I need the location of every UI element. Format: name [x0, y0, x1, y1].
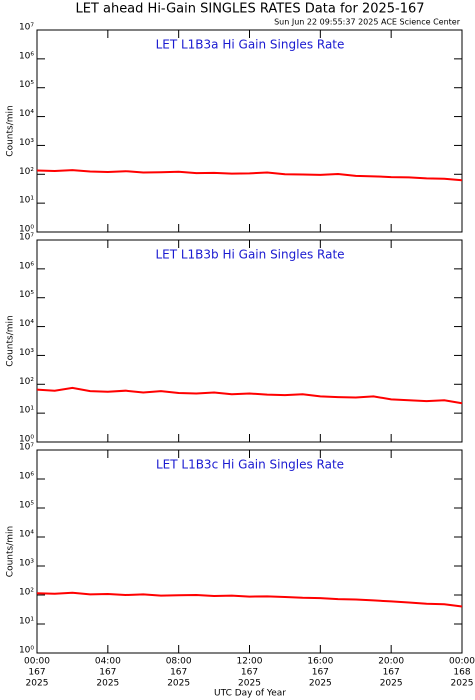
panel-title: LET L1B3c Hi Gain Singles Rate: [156, 458, 344, 472]
panel-title: LET L1B3b Hi Gain Singles Rate: [155, 248, 344, 262]
y-axis-label: Counts/min: [6, 526, 16, 577]
x-tick-year: 2025: [380, 679, 403, 689]
page-title: LET ahead Hi-Gain SINGLES RATES Data for…: [75, 2, 424, 17]
y-tick-label: 10⁷: [19, 443, 34, 453]
subtitle: Sun Jun 22 09:55:37 2025 ACE Science Cen…: [274, 18, 461, 27]
y-tick-label: 10⁷: [19, 233, 34, 243]
panel-title: LET L1B3a Hi Gain Singles Rate: [156, 38, 345, 52]
y-axis-label: Counts/min: [6, 315, 16, 366]
plot-frame: [36, 449, 463, 654]
y-tick-label: 10⁵: [19, 501, 34, 511]
y-tick-label: 10²: [19, 377, 34, 387]
y-tick-label: 10⁷: [19, 23, 34, 33]
x-tick-day: 167: [383, 668, 400, 678]
y-tick-label: 10³: [19, 348, 34, 358]
x-tick-day: 167: [241, 668, 258, 678]
y-tick-label: 10⁰: [19, 646, 34, 656]
y-tick-label: 10¹: [19, 617, 34, 627]
x-tick-year: 2025: [451, 679, 474, 689]
x-tick-year: 2025: [309, 679, 332, 689]
y-tick-label: 10²: [19, 588, 34, 598]
x-axis-label: UTC Day of Year: [214, 689, 286, 699]
y-tick-label: 10⁶: [19, 261, 34, 271]
x-tick-label: 00:00: [449, 657, 475, 667]
x-tick-year: 2025: [238, 679, 261, 689]
y-tick-label: 10⁵: [19, 80, 34, 90]
x-tick-label: 20:00: [378, 657, 404, 667]
y-tick-label: 10⁴: [19, 109, 34, 119]
x-tick-year: 2025: [167, 679, 190, 689]
plot-frame: [36, 29, 463, 233]
x-tick-label: 12:00: [237, 657, 263, 667]
x-tick-label: 16:00: [307, 657, 333, 667]
plot-frame: [36, 239, 463, 443]
y-tick-label: 10⁶: [19, 51, 34, 61]
y-tick-label: 10²: [19, 167, 34, 177]
x-tick-day: 167: [99, 668, 116, 678]
x-tick-label: 00:00: [24, 657, 50, 667]
y-tick-label: 10³: [19, 559, 34, 569]
x-tick-year: 2025: [26, 679, 49, 689]
x-tick-label: 04:00: [95, 657, 121, 667]
y-tick-label: 10⁰: [19, 225, 34, 235]
x-tick-day: 167: [28, 668, 45, 678]
x-tick-label: 08:00: [166, 657, 192, 667]
data-line: [36, 591, 463, 608]
y-tick-label: 10⁴: [19, 319, 34, 329]
x-tick-day: 168: [453, 668, 470, 678]
y-tick-label: 10³: [19, 138, 34, 148]
x-tick-day: 167: [170, 668, 187, 678]
data-line: [36, 386, 463, 405]
y-axis-label: Counts/min: [6, 105, 16, 156]
y-tick-label: 10⁶: [19, 472, 34, 482]
x-tick-day: 167: [312, 668, 329, 678]
y-tick-label: 10⁴: [19, 530, 34, 540]
x-tick-year: 2025: [96, 679, 119, 689]
y-tick-label: 10⁵: [19, 290, 34, 300]
y-tick-label: 10¹: [19, 406, 34, 416]
y-tick-label: 10⁰: [19, 435, 34, 445]
data-line: [36, 169, 463, 182]
y-tick-label: 10¹: [19, 196, 34, 206]
